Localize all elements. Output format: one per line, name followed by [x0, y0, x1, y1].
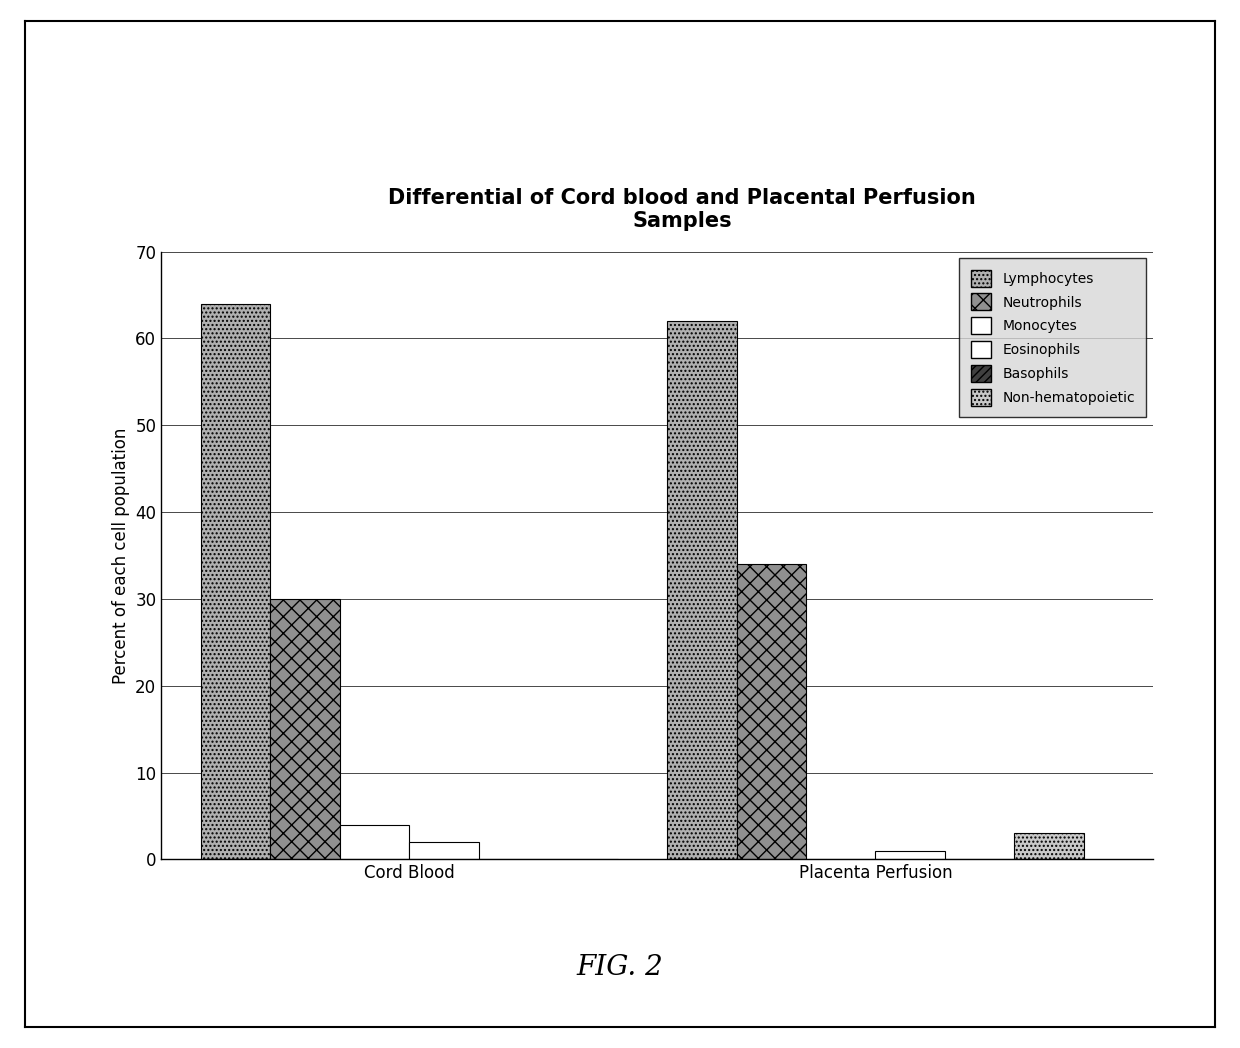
Bar [667, 321, 737, 859]
Bar [340, 825, 409, 859]
Text: FIG. 2: FIG. 2 [577, 954, 663, 981]
Text: Differential of Cord blood and Placental Perfusion
Samples: Differential of Cord blood and Placental… [388, 188, 976, 232]
Bar [737, 564, 806, 859]
Bar [201, 304, 270, 859]
Y-axis label: Percent of each cell population: Percent of each cell population [112, 428, 130, 683]
Bar [409, 842, 479, 859]
Legend: Lymphocytes, Neutrophils, Monocytes, Eosinophils, Basophils, Non-hematopoietic: Lymphocytes, Neutrophils, Monocytes, Eos… [960, 259, 1146, 417]
Bar [270, 598, 340, 859]
Bar [875, 851, 945, 859]
Bar [1014, 833, 1084, 859]
